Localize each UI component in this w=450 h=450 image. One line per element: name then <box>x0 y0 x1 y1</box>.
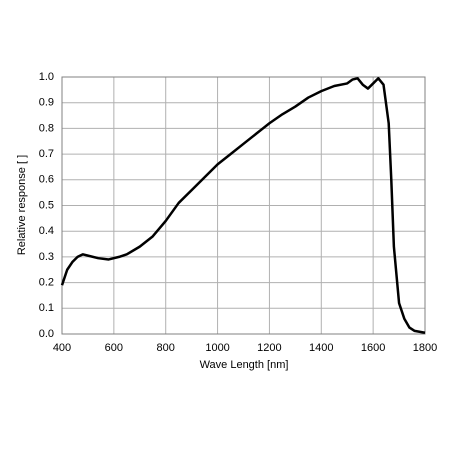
y-tick-label: 0.7 <box>39 148 54 160</box>
x-tick-label: 600 <box>105 342 123 354</box>
x-tick-label: 1400 <box>309 342 333 354</box>
x-tick-label: 1000 <box>205 342 229 354</box>
y-tick-label: 0.3 <box>39 251 54 263</box>
x-tick-label: 1800 <box>413 342 437 354</box>
x-tick-label: 1600 <box>361 342 385 354</box>
y-tick-label: 0.1 <box>39 302 54 314</box>
y-axis-label: Relative response [ ] <box>16 155 28 255</box>
y-tick-label: 0.2 <box>39 277 54 289</box>
y-tick-label: 0.9 <box>39 97 54 109</box>
y-tick-label: 0.6 <box>39 174 54 186</box>
x-tick-label: 1200 <box>257 342 281 354</box>
y-tick-label: 0.4 <box>39 225 54 237</box>
data-line <box>60 77 426 334</box>
x-tick-label: 800 <box>157 342 175 354</box>
x-axis-label: Wave Length [nm] <box>200 359 289 371</box>
y-tick-label: 0.8 <box>39 122 54 134</box>
y-tick-label: 0.5 <box>39 199 54 211</box>
x-tick-label: 400 <box>53 342 71 354</box>
y-tick-label: 1.0 <box>39 71 54 83</box>
plot-frame <box>61 76 426 335</box>
y-tick-label: 0.0 <box>39 328 54 340</box>
